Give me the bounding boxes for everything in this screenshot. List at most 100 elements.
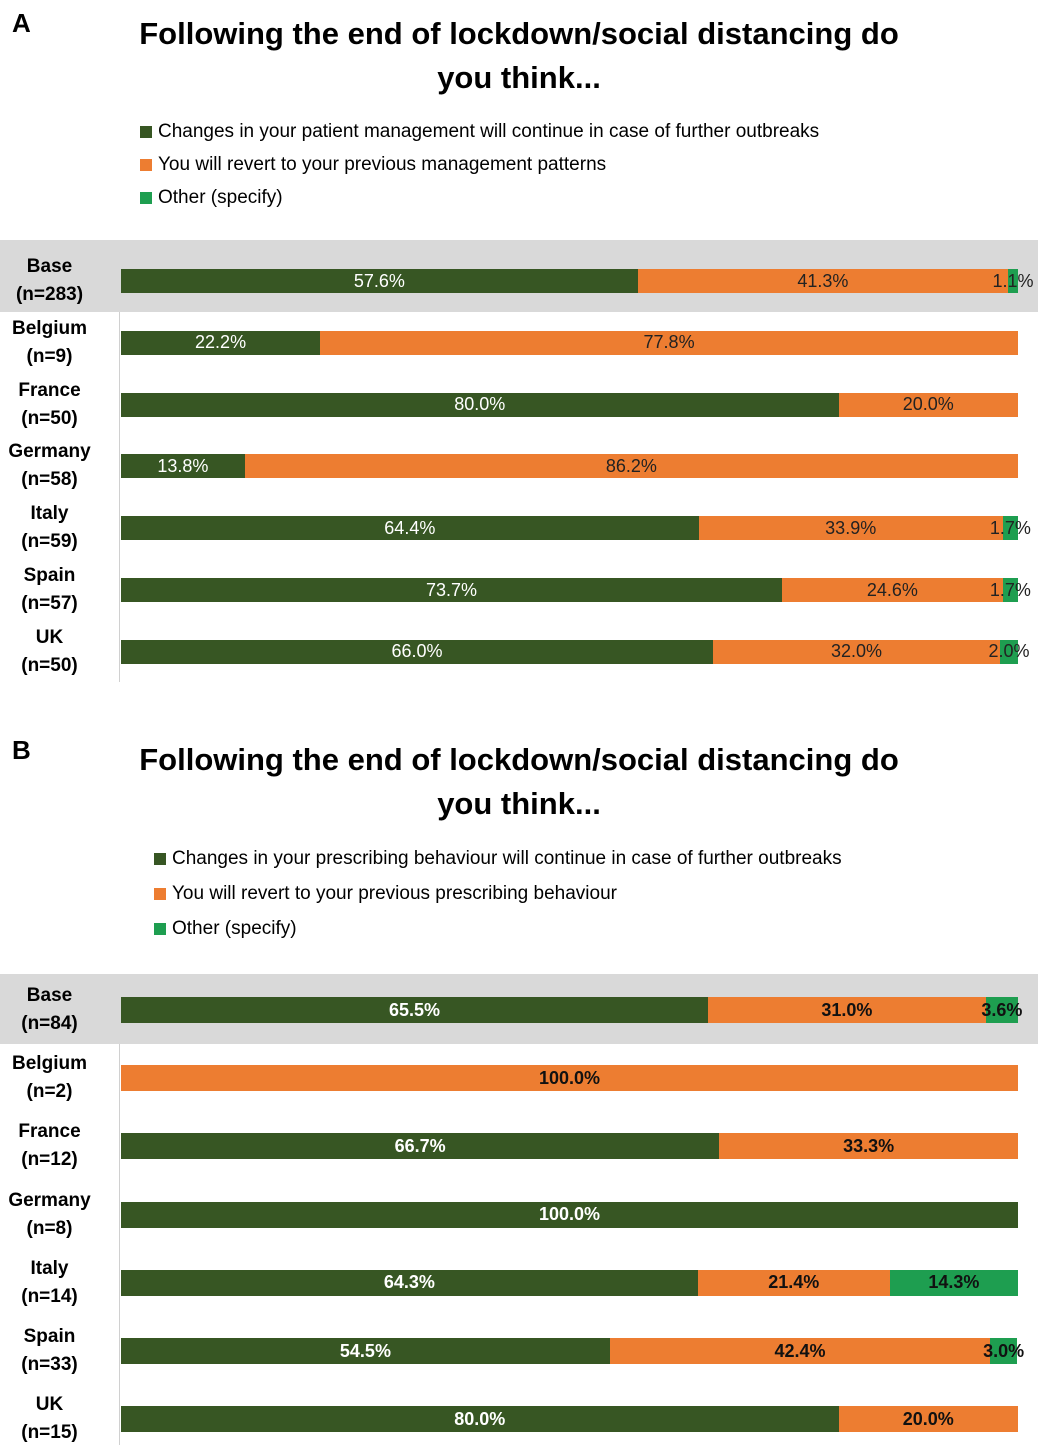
legend-item: Other (specify): [154, 911, 842, 946]
data-label: 77.8%: [643, 332, 695, 353]
panel-label: B: [12, 735, 31, 765]
data-label: 86.2%: [605, 455, 657, 476]
data-label: 21.4%: [768, 1272, 820, 1293]
category-axis: [119, 1044, 120, 1445]
data-label: 3.6%: [981, 999, 1023, 1020]
data-label: 1.1%: [992, 270, 1034, 291]
chart-title: Following the end of lockdown/social dis…: [0, 738, 1038, 826]
data-label: 41.3%: [797, 270, 849, 291]
legend-swatch-other: [154, 922, 166, 935]
legend-swatch-other: [140, 191, 152, 204]
chart-title-text: Following the end of lockdown/social dis…: [139, 16, 899, 95]
chart-title-text: Following the end of lockdown/social dis…: [139, 742, 899, 821]
legend-label: Changes in your patient management will …: [158, 120, 820, 142]
stacked-bar: 66.7% 33.3%: [121, 1133, 1018, 1160]
legend-item: You will revert to your previous managem…: [140, 148, 819, 181]
chart-title: Following the end of lockdown/social dis…: [0, 12, 1038, 100]
bar-segment: 100.0%: [121, 1201, 1018, 1228]
category-sample-size: (n=12): [21, 1149, 78, 1171]
category-label: Belgium (n=9): [0, 315, 99, 371]
legend-label: You will revert to your previous prescri…: [172, 882, 617, 904]
legend-swatch-revert: [140, 158, 152, 171]
bar-segment: 32.0%: [713, 639, 1001, 664]
bar-segment: 20.0%: [838, 1406, 1018, 1433]
category-label: Spain (n=57): [0, 562, 99, 618]
legend-swatch-continue: [140, 125, 152, 138]
category-name: UK: [35, 1394, 64, 1416]
bar-segment: 1.7%: [990, 578, 1031, 602]
legend-label: Other (specify): [172, 917, 297, 939]
stacked-bar: 57.6% 41.3% 1.1%: [121, 269, 1034, 293]
category-label: Base (n=283): [0, 253, 99, 309]
bar-segment: 31.0%: [707, 997, 986, 1023]
bar-segment: 54.5%: [121, 1338, 610, 1364]
legend-label: You will revert to your previous managem…: [158, 153, 607, 175]
data-label: 66.0%: [391, 641, 443, 662]
bar-segment: 57.6%: [121, 269, 638, 293]
category-label: France (n=50): [0, 377, 99, 433]
data-label: 14.3%: [928, 1272, 980, 1293]
category-sample-size: (n=57): [21, 593, 78, 614]
legend-swatch-revert: [154, 887, 166, 900]
data-label: 57.6%: [353, 270, 405, 291]
bar-segment: 86.2%: [244, 454, 1018, 479]
data-label: 1.7%: [989, 517, 1031, 538]
stacked-bar: 65.5% 31.0% 3.6%: [121, 997, 1022, 1023]
category-name: Italy: [30, 1257, 69, 1279]
category-label: Italy (n=59): [0, 500, 99, 556]
data-label: 66.7%: [394, 1135, 446, 1156]
stacked-bar: 64.4% 33.9% 1.7%: [121, 516, 1031, 541]
bar-segment: 64.3%: [121, 1269, 698, 1296]
data-label: 73.7%: [426, 579, 478, 600]
chart-panel-a: A Following the end of lockdown/social d…: [0, 0, 1038, 700]
legend-item: Changes in your patient management will …: [140, 115, 819, 148]
data-label: 3.0%: [983, 1340, 1025, 1361]
category-sample-size: (n=59): [21, 531, 78, 553]
stacked-bar: 66.0% 32.0% 2.0%: [121, 639, 1030, 664]
bar-segment: 1.1%: [993, 269, 1034, 293]
data-label: 64.3%: [383, 1272, 435, 1293]
category-sample-size: (n=283): [15, 284, 84, 305]
data-label: 80.0%: [454, 1408, 506, 1429]
stacked-bar: 22.2% 77.8%: [121, 330, 1018, 355]
category-sample-size: (n=84): [21, 1013, 78, 1034]
chart-legend: Changes in your prescribing behaviour wi…: [154, 841, 842, 946]
category-sample-size: (n=33): [21, 1354, 78, 1375]
panel-label: A: [12, 8, 31, 38]
category-label: Spain (n=33): [0, 1323, 99, 1379]
category-name: France: [18, 1121, 81, 1143]
category-sample-size: (n=58): [21, 469, 78, 491]
bar-segment: 80.0%: [121, 392, 839, 417]
category-name: Spain: [23, 565, 76, 586]
bar-segment: 22.2%: [121, 330, 321, 355]
category-sample-size: (n=9): [26, 345, 73, 367]
category-label: Belgium (n=2): [0, 1050, 99, 1106]
bar-segment: 20.0%: [838, 392, 1018, 417]
category-label: UK (n=15): [0, 1391, 99, 1447]
bar-segment: 64.4%: [121, 516, 699, 541]
stacked-bar: 73.7% 24.6% 1.7%: [121, 578, 1031, 602]
bar-segment: 80.0%: [121, 1406, 839, 1433]
bar-segment: 14.3%: [889, 1269, 1018, 1296]
category-name: Germany: [8, 1189, 91, 1211]
legend-item: Changes in your prescribing behaviour wi…: [154, 841, 842, 876]
data-label: 2.0%: [988, 641, 1030, 662]
legend-label: Changes in your prescribing behaviour wi…: [172, 847, 842, 869]
data-label: 20.0%: [902, 1408, 954, 1429]
data-label: 13.8%: [157, 455, 209, 476]
category-sample-size: (n=8): [26, 1217, 73, 1239]
stacked-bar: 80.0% 20.0%: [121, 1406, 1018, 1433]
bar-segment: 21.4%: [697, 1269, 890, 1296]
bar-segment: 13.8%: [121, 454, 245, 479]
data-label: 1.7%: [989, 579, 1031, 600]
data-label: 64.4%: [384, 517, 436, 538]
category-name: Belgium: [12, 317, 87, 339]
data-label: 80.0%: [454, 394, 506, 415]
category-name: Italy: [30, 503, 69, 525]
bar-segment: 100.0%: [121, 1065, 1018, 1092]
category-sample-size: (n=2): [26, 1081, 73, 1103]
bar-segment: 73.7%: [121, 578, 783, 602]
bar-segment: 66.7%: [121, 1133, 720, 1160]
stacked-bar: 80.0% 20.0%: [121, 392, 1018, 417]
